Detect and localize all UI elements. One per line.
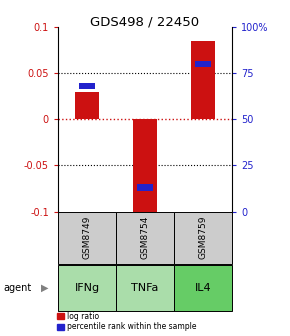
Text: IFNg: IFNg [75, 283, 99, 293]
Text: GDS498 / 22450: GDS498 / 22450 [90, 15, 200, 28]
Text: GSM8749: GSM8749 [82, 216, 92, 259]
Legend: log ratio, percentile rank within the sample: log ratio, percentile rank within the sa… [56, 311, 197, 332]
Bar [133, 119, 157, 214]
Bar [79, 83, 95, 89]
Text: GSM8754: GSM8754 [140, 216, 150, 259]
Text: TNFa: TNFa [131, 283, 159, 293]
Bar [191, 41, 215, 119]
Bar [75, 92, 99, 119]
Bar [137, 184, 153, 191]
Text: GSM8759: GSM8759 [198, 216, 208, 259]
Bar [195, 60, 211, 67]
Text: IL4: IL4 [195, 283, 211, 293]
Text: ▶: ▶ [41, 283, 49, 293]
Text: agent: agent [3, 283, 31, 293]
